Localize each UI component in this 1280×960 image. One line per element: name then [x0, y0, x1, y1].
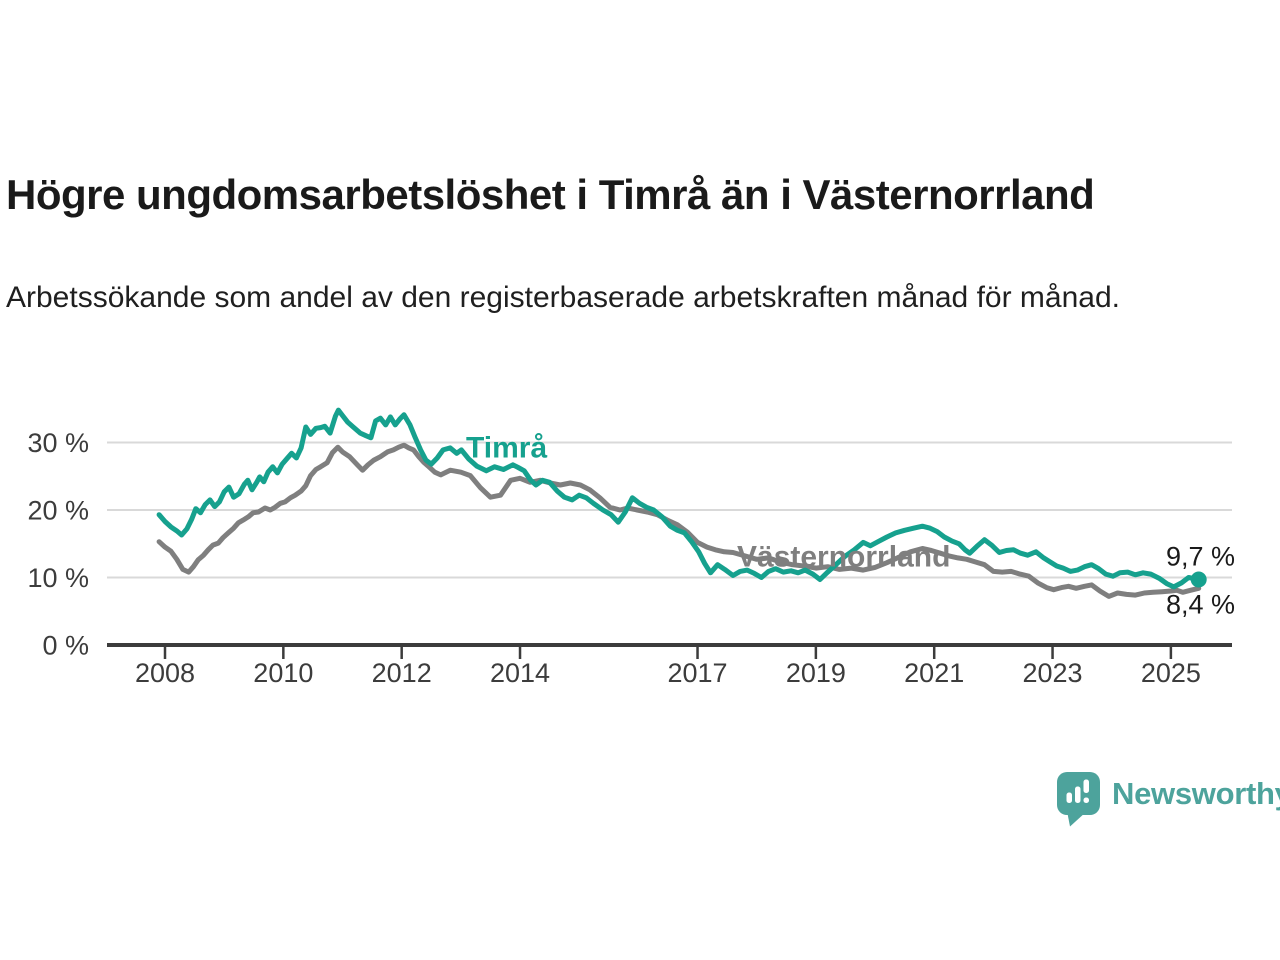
- newsworthy-logo-text: Newsworthy: [1112, 776, 1280, 811]
- newsworthy-bubble-chart-icon: [1057, 772, 1100, 827]
- series-line-timra: [156, 407, 1202, 590]
- x-axis-tick-label: 2010: [253, 658, 313, 688]
- series-label-timra: Timrå: [466, 432, 547, 465]
- series-end-value-label: 9,7 %: [1166, 542, 1235, 572]
- series-end-dot: [1190, 571, 1207, 588]
- y-axis-tick-label: 20 %: [27, 496, 89, 526]
- line-chart: 0 % 10 % 20 % 30 % 2008 2010 2012 2014 2017 2019 2…: [0, 375, 1280, 705]
- y-axis-tick-label: 0 %: [42, 631, 89, 661]
- line-chart-svg: 0 % 10 % 20 % 30 % 2008 2010 2012 2014 2017 2019 2…: [27, 407, 1235, 688]
- series-label-vasternorrland: Västernorrland: [737, 541, 950, 574]
- series-end-value-label: 8,4 %: [1166, 590, 1235, 620]
- page-title: Högre ungdomsarbetslöshet i Timrå än i V…: [6, 171, 1095, 219]
- x-axis-tick-label: 2012: [372, 658, 432, 688]
- x-axis-tick-label: 2025: [1141, 658, 1201, 688]
- y-axis-tick-label: 30 %: [27, 428, 89, 458]
- x-axis-tick-label: 2008: [135, 658, 195, 688]
- x-axis-tick-label: 2017: [667, 658, 727, 688]
- newsworthy-logo: Newsworthy: [1056, 771, 1280, 827]
- x-axis-tick-label: 2019: [786, 658, 846, 688]
- x-axis-tick-label: 2014: [490, 658, 550, 688]
- series-line-vasternorrland: [156, 442, 1202, 599]
- y-axis-tick-label: 10 %: [27, 563, 89, 593]
- x-axis-tick-label: 2023: [1023, 658, 1083, 688]
- x-axis-tick-label: 2021: [904, 658, 964, 688]
- page-subtitle: Arbetssökande som andel av den registerb…: [6, 281, 1120, 314]
